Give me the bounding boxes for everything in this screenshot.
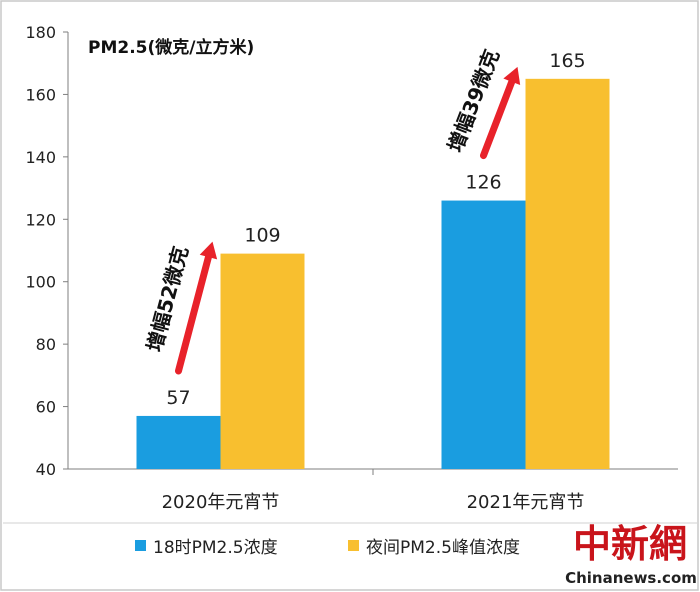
y-tick-label: 60 [36,398,56,417]
bar [220,253,305,469]
x-tick-label: 2021年元宵节 [467,492,585,513]
watermark-site: Chinanews.com [565,569,697,587]
y-tick-label: 180 [25,23,56,42]
bar [441,200,526,470]
annotation-arrow [175,253,212,375]
legend-swatch [135,540,146,551]
annotation-arrowhead [503,66,521,85]
y-tick-label: 160 [25,85,56,104]
data-label: 165 [549,50,585,72]
y-tick-label: 140 [25,148,56,167]
x-tick-label: 2020年元宵节 [162,492,280,513]
data-label: 126 [465,172,501,194]
legend-label: 夜间PM2.5峰值浓度 [366,538,520,558]
y-tick-label: 120 [25,210,56,229]
bar [136,415,221,469]
chart-title: PM2.5(微克/立方米) [88,37,254,58]
watermark: 中新網 Chinanews.com [565,522,697,587]
annotation-arrowhead [199,241,218,260]
data-label: 57 [166,387,190,409]
legend: 18时PM2.5浓度 夜间PM2.5峰值浓度 [135,538,520,558]
legend-swatch [348,540,359,551]
legend-label: 18时PM2.5浓度 [153,538,278,558]
annotation-arrow [480,78,516,160]
axes: 40 60 80 100 120 140 160 180 2020年元宵节 2021年元宵节 [25,23,678,513]
watermark-site-bg [570,567,692,587]
y-tick-label: 80 [36,335,56,354]
bar [525,78,610,470]
bars: 57 109 126 165 [136,50,610,470]
y-tick-label: 100 [25,273,56,292]
data-label: 109 [244,225,280,247]
watermark-logo: 中新網 [573,522,687,566]
y-tick-label: 40 [36,460,56,479]
